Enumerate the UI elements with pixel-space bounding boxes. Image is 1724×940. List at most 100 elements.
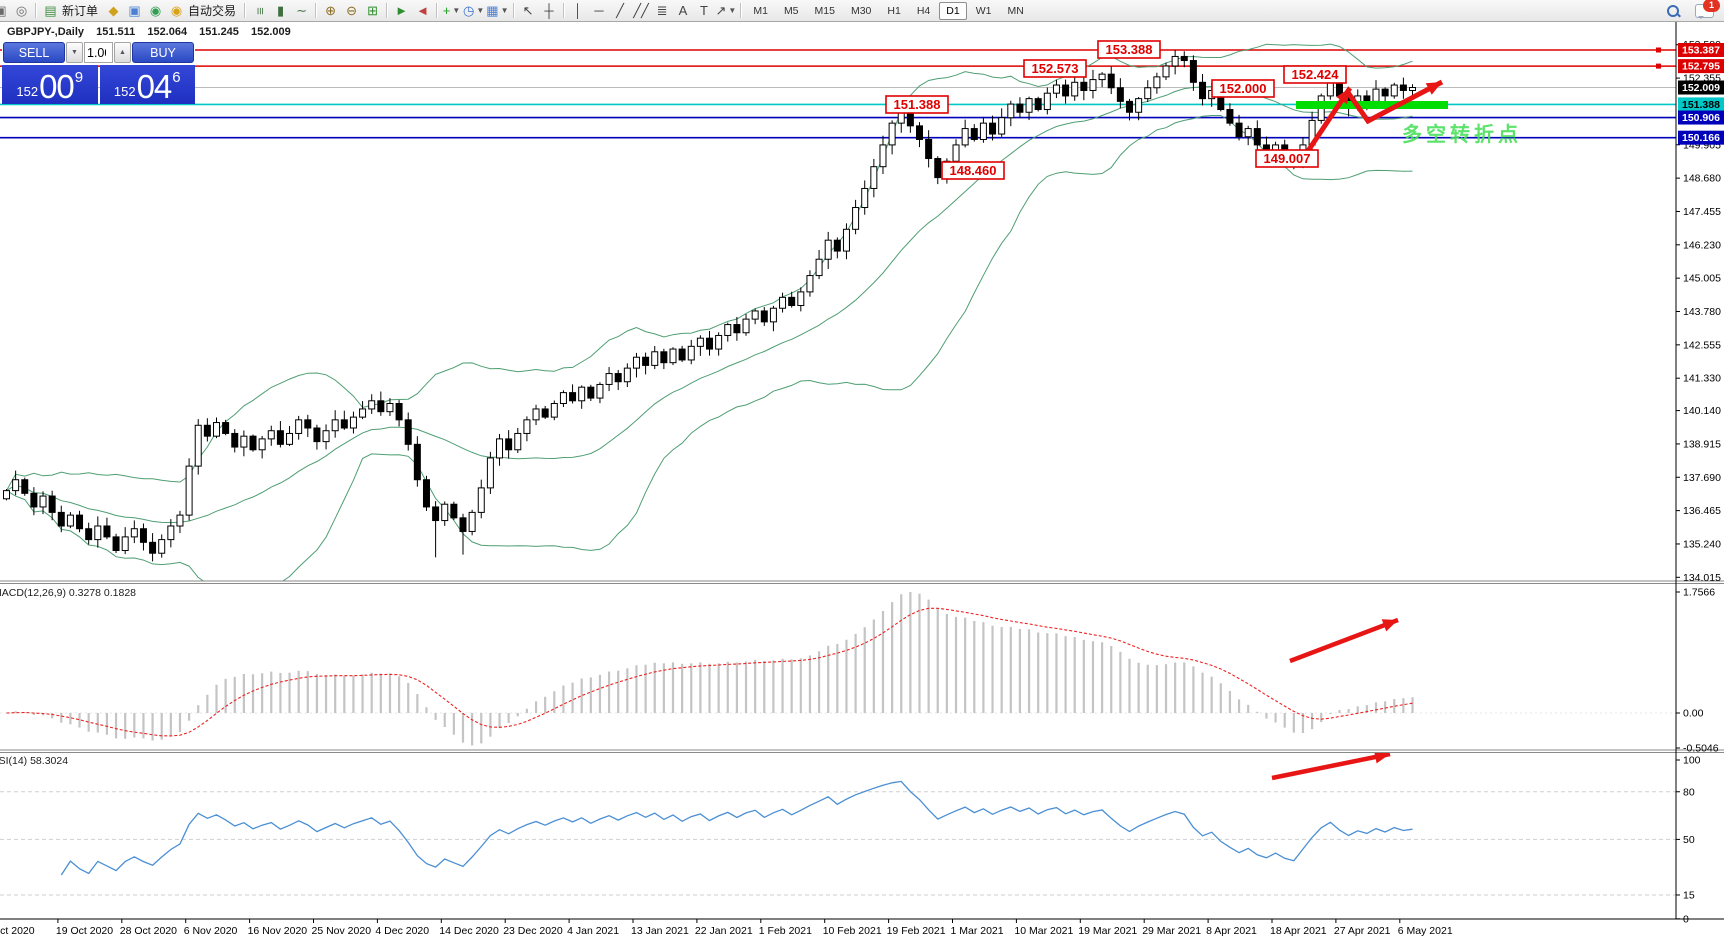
price-callout-box[interactable] [885, 95, 949, 114]
sell-button[interactable]: SELL [3, 42, 65, 63]
text-label-icon[interactable]: T [695, 2, 714, 20]
zoom-in-icon: ⊕ [325, 2, 336, 18]
candle-body [651, 351, 659, 366]
periods-icon[interactable]: ◷ ▼ [463, 2, 484, 20]
candle-body [258, 438, 266, 451]
toolbar-items: ▣ ◎ ▤ 新订单 ◆ ▣ ◉ ◉ 自动交易 ≡ ▮ ∼ ⊕ ⊖ ⊞ ► ◄ + ▼ ◷ ▼ ▦ ▼ ↖ ┼ │ ─ ╱ ╱╱ ≣ A T ↗ ▼… [0, 1, 1032, 20]
buy-price[interactable]: 152 04 6 [99, 65, 195, 104]
candle-body [632, 356, 640, 369]
horizontal-line-icon[interactable]: ─ [590, 2, 609, 20]
candlestick-chart-icon[interactable]: ▮ [271, 2, 290, 20]
chart-shift-icon[interactable]: ► [392, 2, 411, 20]
timeframe-m1[interactable]: M1 [753, 4, 768, 17]
price-callout-box[interactable] [1097, 40, 1161, 59]
auto-scroll-icon[interactable]: ◄ [413, 2, 432, 20]
favorites-icon[interactable]: ◆ [104, 2, 123, 20]
date-label: 22 Jan 2021 [695, 925, 753, 937]
volume-increase-button[interactable]: ▲ [114, 42, 131, 63]
line-chart-icon[interactable]: ∼ [292, 2, 311, 20]
candle-body [751, 310, 759, 320]
timeframe-d1[interactable]: D1 [939, 1, 967, 20]
candle-body [66, 514, 74, 527]
volume-input[interactable] [84, 42, 113, 63]
trend-arrow[interactable] [1271, 753, 1391, 781]
horizontal-line-icon: ─ [594, 2, 604, 18]
ohlc-low: 151.245 [199, 26, 239, 38]
price-callout-box[interactable] [1211, 79, 1275, 98]
toolbar-separator [436, 3, 439, 18]
volume-decrease-button[interactable]: ▼ [66, 42, 83, 63]
chart-preview-icon[interactable]: ◎ [12, 2, 31, 20]
crosshair-icon[interactable]: ┼ [540, 2, 559, 20]
macd-axis-label: -0.5046 [1683, 743, 1719, 755]
line-end-marker[interactable] [1656, 47, 1661, 53]
support-zone-bar[interactable] [1296, 101, 1448, 109]
fibonacci-icon[interactable]: ≣ [653, 2, 672, 20]
candle-body [623, 367, 631, 383]
text-icon[interactable]: A [674, 2, 693, 20]
vertical-line-icon[interactable]: │ [569, 2, 588, 20]
new-order-icon[interactable]: ▤ [41, 2, 60, 20]
candle-body [459, 517, 467, 532]
price-callout-box[interactable] [1023, 59, 1087, 78]
candle-body [340, 419, 348, 429]
candle-body [158, 539, 166, 554]
candle-body [979, 122, 987, 140]
templates-icon: ▦ [486, 2, 499, 18]
arrows-tool-icon[interactable]: ↗ ▼ [716, 2, 737, 20]
price-callout-box[interactable] [1283, 65, 1347, 84]
trend-arrow[interactable] [1344, 79, 1444, 125]
timeframe-m15[interactable]: M15 [814, 4, 835, 17]
price-axis[interactable]: 153.580152.355149.905148.680147.455146.2… [1676, 39, 1724, 925]
price-callout-box[interactable] [941, 161, 1005, 180]
signals-icon[interactable]: ◉ [146, 2, 165, 20]
price-callout-text: 149.007 [1264, 151, 1311, 166]
candle-body [130, 528, 138, 538]
candle-body [496, 438, 504, 459]
tile-windows-icon[interactable]: ⊞ [363, 2, 382, 20]
price-callout-box[interactable] [1255, 149, 1319, 168]
indicators-icon[interactable]: + ▼ [442, 2, 461, 20]
equidistant-channel-icon[interactable]: ╱╱ [632, 2, 651, 20]
trendline-icon[interactable]: ╱ [611, 2, 630, 20]
sell-price-big: 00 [39, 68, 75, 105]
date-label: 1 Feb 2021 [759, 925, 812, 937]
toolbar-separator [562, 3, 565, 18]
new-order-icon-label[interactable]: 新订单 [62, 4, 99, 18]
timeframe-mn[interactable]: MN [1007, 4, 1024, 17]
buy-button[interactable]: BUY [132, 42, 194, 63]
timeframe-w1[interactable]: W1 [975, 4, 992, 17]
cursor-icon[interactable]: ↖ [519, 2, 538, 20]
zoom-in-icon[interactable]: ⊕ [321, 2, 340, 20]
autotrading-icon[interactable]: ◉ [167, 2, 186, 20]
terminal-icon[interactable]: ▣ [125, 2, 144, 20]
line-end-marker[interactable] [1656, 63, 1661, 69]
new-chart-window-icon[interactable]: ▣ [0, 2, 10, 20]
zoom-out-icon[interactable]: ⊖ [342, 2, 361, 20]
search-icon[interactable] [1665, 3, 1681, 19]
templates-icon[interactable]: ▦ ▼ [486, 2, 508, 20]
timeframe-h4[interactable]: H4 [916, 4, 931, 17]
candle-body [1080, 81, 1088, 91]
timeframe-m5[interactable]: M5 [783, 4, 799, 17]
timeframe-m30[interactable]: M30 [850, 4, 872, 17]
date-label: 19 Mar 2021 [1078, 925, 1137, 937]
cursor-icon: ↖ [522, 2, 534, 18]
candle-body [760, 310, 768, 323]
autotrading-icon-label[interactable]: 自动交易 [188, 4, 237, 18]
trend-arrow[interactable] [1289, 617, 1399, 664]
notifications-icon[interactable]: 1 [1695, 0, 1720, 19]
macd-signal-line [6, 607, 1413, 737]
candle-body [550, 403, 558, 418]
sell-price[interactable]: 152 00 9 [2, 65, 98, 104]
notification-badge: 1 [1703, 0, 1720, 12]
price-tick-label: 148.680 [1683, 173, 1721, 185]
trend-arrow-head [1381, 619, 1398, 632]
date-axis[interactable]: Oct 2020 19 Oct 2020 28 Oct 2020 6 Nov 2020… [0, 919, 1453, 937]
ohlc-high: 152.064 [147, 26, 188, 38]
indicators-icon: + [442, 2, 451, 18]
bar-chart-icon[interactable]: ≡ [250, 2, 269, 20]
timeframe-h1[interactable]: H1 [887, 4, 901, 17]
